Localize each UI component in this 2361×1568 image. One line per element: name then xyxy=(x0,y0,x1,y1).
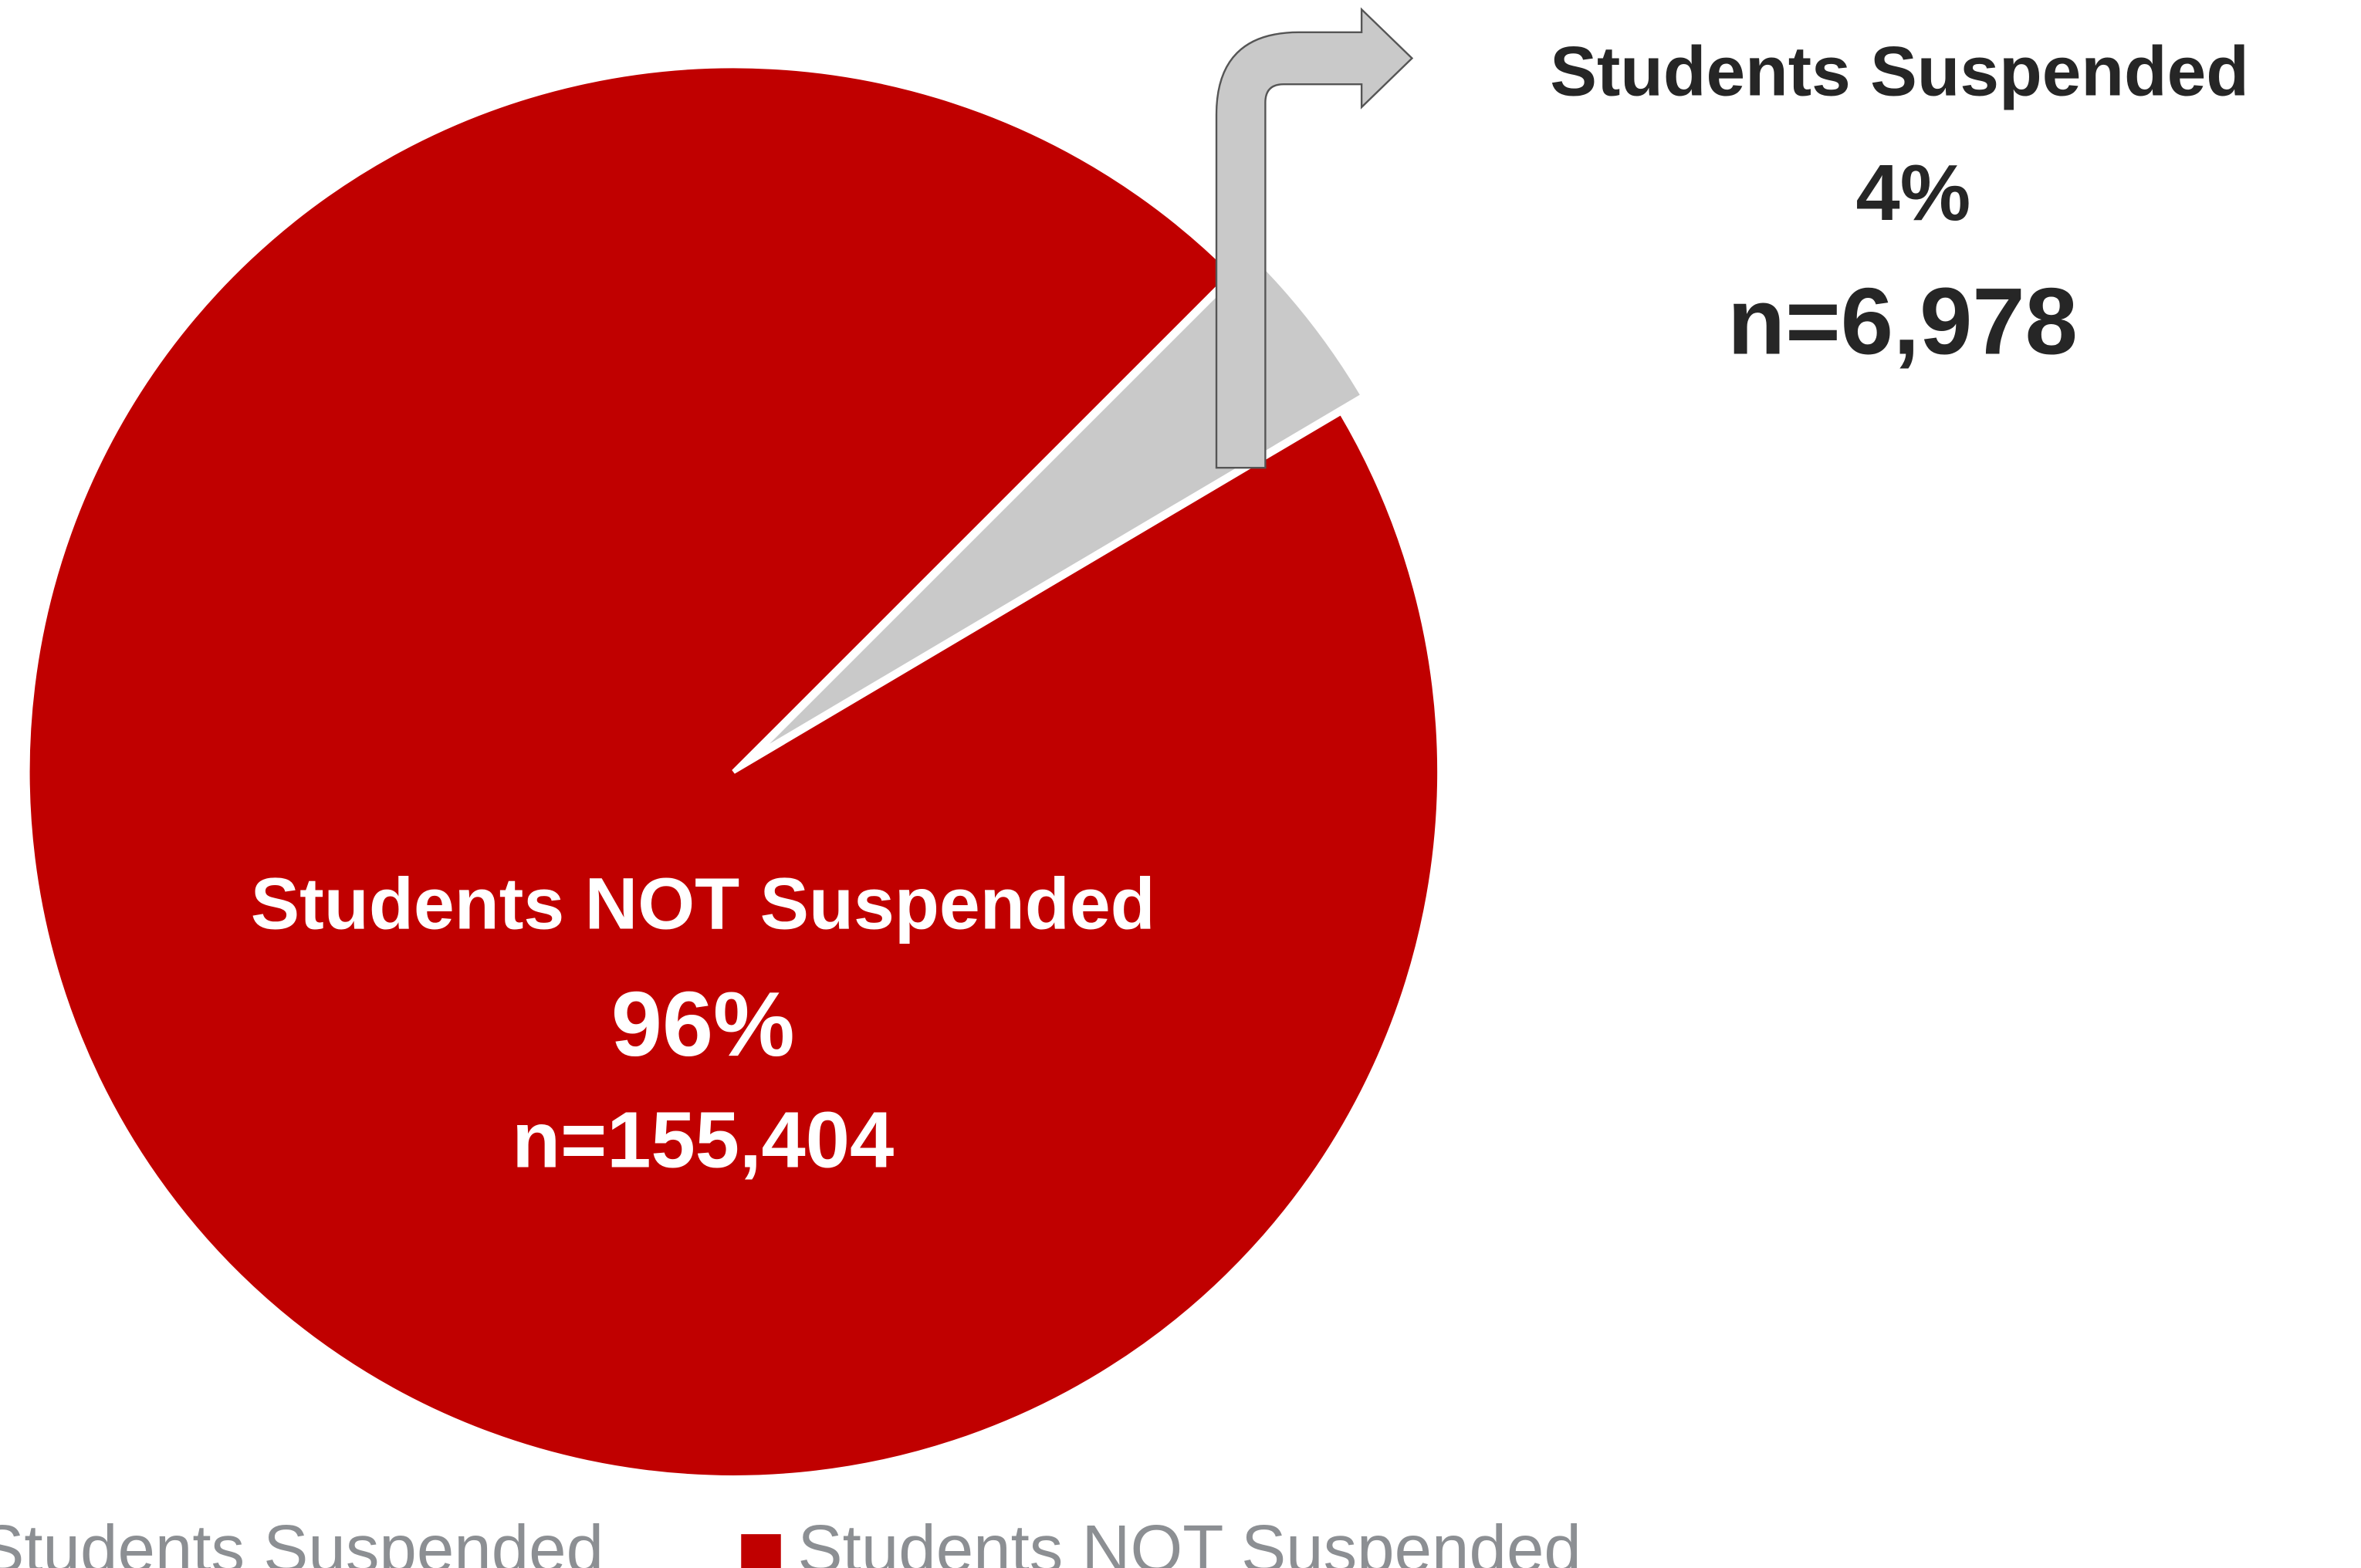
callout-arrow xyxy=(1215,7,1414,469)
slice-percent: 96% xyxy=(611,973,795,1076)
slice-name: Students NOT Suspended xyxy=(251,863,1155,945)
callout-name: Students Suspended xyxy=(1550,32,2249,110)
slice-count: n=155,404 xyxy=(512,1095,894,1184)
callout-count: n=6,978 xyxy=(1727,269,2078,374)
legend-marker xyxy=(741,1534,781,1568)
callout-percent: 4% xyxy=(1855,148,1970,237)
legend-label: Students Suspended xyxy=(0,1512,604,1568)
legend-label: Students NOT Suspended xyxy=(798,1512,1581,1568)
pie-slice xyxy=(25,63,1443,1480)
